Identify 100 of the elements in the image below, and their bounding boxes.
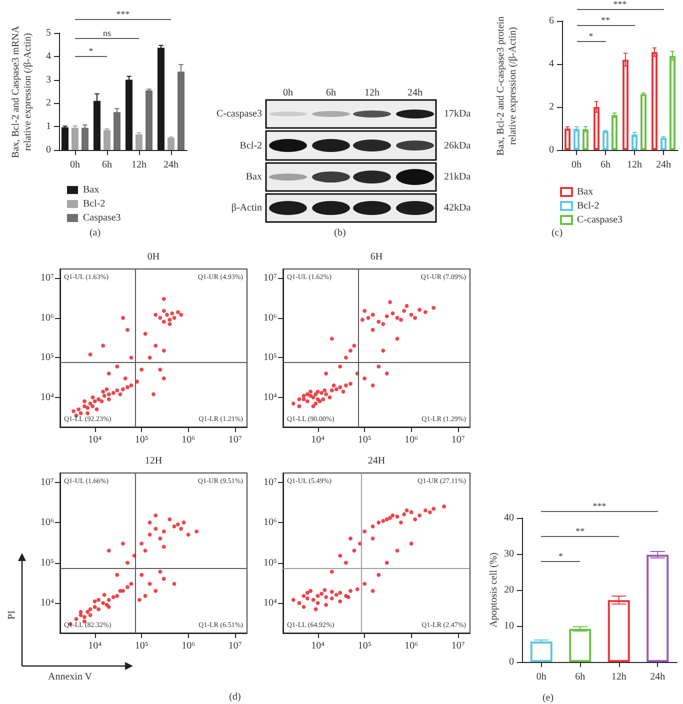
y-tick-label: 4: [549, 58, 554, 70]
text: 24h: [408, 87, 422, 99]
text: 26kDa: [444, 140, 471, 152]
x-tick-label: 10⁷: [228, 434, 242, 446]
y-tick-label: 10: [504, 620, 514, 632]
annotation: *: [541, 551, 580, 562]
y-tick-label: 10⁶: [40, 312, 54, 324]
x-tick-label: 10⁷: [451, 434, 466, 446]
chart-title: 0H: [147, 251, 160, 263]
text: 0h: [283, 87, 293, 99]
y-tick-label: 10⁷: [40, 476, 54, 488]
y-tick-label: 10⁶: [264, 312, 278, 324]
x-tick-label: 10⁴: [311, 640, 326, 652]
x-tick-label: 12h: [611, 672, 626, 682]
y-axis-title: Bax, Bcl-2 and C-caspase3 protein relative expression (/β-Actin): [496, 14, 518, 158]
x-tick-label: 10⁷: [451, 640, 466, 652]
y-tick-label: 10⁵: [40, 352, 54, 364]
y-tick-label: 10⁴: [264, 392, 278, 403]
y-tick-label: 10⁴: [264, 598, 278, 609]
text: Bcl-2: [240, 140, 262, 152]
x-tick-label: 10⁷: [228, 640, 242, 652]
x-tick-label: 10⁵: [358, 640, 372, 652]
text: 21kDa: [444, 171, 471, 183]
chart-title: 24H: [368, 455, 386, 467]
x-tick-label: 10⁶: [404, 640, 419, 652]
x-tick-label: 10⁶: [182, 434, 196, 446]
annotation: ns: [75, 28, 139, 38]
annotation: **: [541, 526, 619, 537]
x-tick-label: 6h: [102, 160, 112, 170]
text: (a): [89, 227, 101, 239]
y-tick-label: 10⁵: [40, 557, 54, 568]
text: ***: [576, 0, 664, 10]
x-tick-label: 10⁴: [88, 434, 102, 446]
text: Bax: [246, 171, 262, 183]
y-tick-label: 40: [504, 512, 514, 524]
x-tick-label: 24h: [656, 160, 671, 170]
x-tick-label: 10⁵: [134, 434, 148, 446]
y-tick-label: 10⁶: [40, 517, 54, 528]
x-tick-label: 10⁵: [134, 640, 148, 652]
y-tick-label: 10⁷: [264, 272, 278, 284]
y-tick-label: 20: [504, 584, 514, 596]
y-tick-label: 6: [549, 16, 554, 26]
x-tick-label: 0h: [536, 672, 546, 682]
y-tick-label: 10⁵: [264, 557, 277, 568]
y-tick-label: 1: [46, 121, 51, 132]
y-tick-label: 10⁴: [40, 392, 54, 403]
y-tick-label: 4: [46, 50, 51, 62]
text: 17kDa: [444, 108, 471, 120]
y-axis-title: Apoptosis cell (%): [488, 552, 500, 630]
chart-title: 6H: [370, 251, 383, 263]
text: C-caspase3: [216, 108, 262, 120]
chart-title: 12H: [144, 455, 162, 467]
legend-label: C-caspase3: [577, 214, 623, 226]
x-tick-label: 24h: [164, 160, 178, 170]
text: ***: [75, 9, 171, 20]
x-tick-label: 10⁶: [182, 640, 196, 652]
x-tick-label: 24h: [650, 672, 666, 682]
text: (c): [551, 227, 563, 239]
text: 6h: [326, 87, 336, 99]
y-tick-label: 5: [46, 28, 51, 38]
y-tick-label: 0: [549, 144, 554, 156]
y-tick-label: 0: [46, 144, 51, 156]
x-tick-label: 6h: [600, 160, 610, 170]
y-tick-label: 30: [504, 548, 514, 560]
x-tick-label: 10⁵: [358, 434, 372, 446]
annotation: *: [75, 46, 107, 57]
y-tick-label: 10⁷: [40, 272, 54, 284]
x-tick-label: 10⁶: [404, 434, 419, 446]
legend-label: Caspase3: [83, 212, 121, 224]
y-tick-label: 2: [46, 98, 51, 109]
y-tick-label: 10⁵: [264, 352, 277, 364]
x-axis-title: Annexin V: [48, 671, 92, 683]
text: 42kDa: [444, 202, 471, 214]
legend-label: Bax: [577, 186, 594, 198]
y-tick-label: 2: [549, 102, 554, 112]
annotation: *: [576, 31, 606, 42]
x-tick-label: 12h: [132, 160, 146, 170]
x-tick-label: 0h: [70, 160, 80, 170]
y-tick-label: 0: [509, 656, 514, 668]
legend-label: Bcl-2: [83, 198, 106, 210]
legend-label: Bcl-2: [577, 200, 600, 212]
x-tick-label: 6h: [575, 672, 586, 682]
y-tick-label: 10⁷: [264, 476, 278, 488]
text: 12h: [364, 87, 380, 99]
x-tick-label: 12h: [627, 160, 642, 170]
text: (d): [229, 691, 241, 703]
x-tick-label: 10⁴: [311, 434, 326, 446]
text: (e): [542, 692, 554, 704]
y-tick-label: 10⁶: [264, 517, 278, 528]
text: (b): [334, 227, 346, 239]
x-tick-label: 10⁴: [88, 640, 102, 652]
text: ***: [541, 501, 658, 512]
legend-label: Bax: [83, 184, 100, 196]
text: β-Actin: [231, 202, 262, 214]
y-tick-label: 3: [46, 74, 51, 86]
y-axis-title: Bax, Bcl-2 and Caspase3 mRNA relative expression (/β-Actin): [10, 24, 34, 160]
annotation: **: [576, 15, 634, 26]
y-axis-title: PI: [6, 610, 18, 619]
y-tick-label: 10⁴: [40, 598, 54, 609]
x-tick-label: 0h: [572, 160, 582, 170]
